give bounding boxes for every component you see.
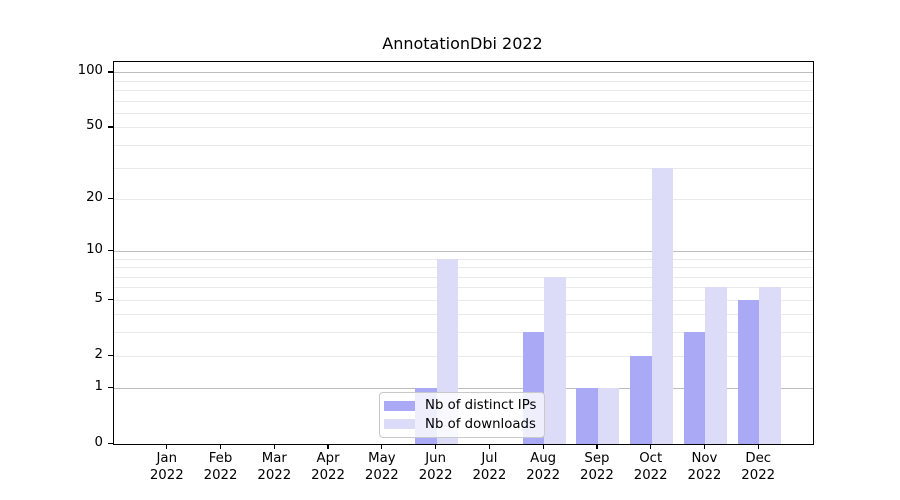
x-tick-label-jul: Jul 2022 — [472, 451, 507, 483]
y-tick-label-1: 1 — [94, 379, 103, 395]
gridline-minor-70 — [114, 100, 813, 102]
gridline-minor-80 — [114, 90, 813, 92]
legend-item-downloads: Nb of downloads — [384, 417, 538, 432]
y-tick-20 — [108, 197, 113, 200]
y-tick-label-100: 100 — [77, 63, 103, 79]
x-tick-may — [381, 444, 383, 449]
legend-item-distinct-ips: Nb of distinct IPs — [384, 398, 538, 413]
x-tick-oct — [650, 444, 652, 449]
gridline-minor-8 — [114, 267, 813, 269]
gridline-minor-4 — [114, 314, 813, 316]
x-tick-label-nov: Nov 2022 — [687, 451, 722, 483]
legend: Nb of distinct IPs Nb of downloads — [379, 392, 545, 438]
gridline-minor-9 — [114, 258, 813, 260]
x-tick-aug — [542, 444, 544, 449]
y-tick-label-10: 10 — [86, 241, 103, 257]
x-tick-label-feb: Feb 2022 — [203, 451, 238, 483]
x-tick-jun — [435, 444, 437, 449]
x-tick-label-mar: Mar 2022 — [257, 451, 292, 483]
bar-distinct-ips-nov — [683, 332, 706, 444]
chart-title: AnnotationDbi 2022 — [382, 34, 543, 53]
y-tick-10 — [108, 249, 113, 252]
y-tick-label-5: 5 — [94, 290, 103, 306]
gridline-minor-6 — [114, 287, 813, 289]
x-tick-nov — [703, 444, 706, 449]
y-tick-50 — [108, 126, 113, 128]
gridline-minor-5 — [114, 299, 813, 301]
y-tick-label-0: 0 — [94, 435, 103, 450]
gridline-minor-2 — [114, 355, 813, 357]
gridline-major-100 — [114, 72, 813, 74]
y-tick-5 — [108, 298, 113, 300]
x-tick-label-jan: Jan 2022 — [149, 451, 184, 483]
bar-downloads-aug — [544, 276, 566, 444]
x-tick-label-may: May 2022 — [364, 451, 399, 483]
y-tick-label-20: 20 — [86, 189, 103, 205]
x-tick-label-sep: Sep 2022 — [580, 451, 614, 483]
plot-area: Nb of distinct IPs Nb of downloads — [113, 61, 814, 445]
x-tick-jul — [488, 444, 490, 449]
gridline-minor-40 — [114, 145, 813, 147]
gridline-minor-3 — [114, 332, 813, 334]
x-tick-feb — [219, 444, 222, 449]
x-tick-label-oct: Oct 2022 — [633, 451, 668, 483]
x-tick-sep — [596, 444, 598, 449]
x-tick-apr — [327, 444, 329, 449]
y-tick-label-50: 50 — [86, 118, 103, 134]
bar-distinct-ips-dec — [737, 299, 760, 444]
x-tick-mar — [273, 444, 275, 449]
legend-label-distinct-ips: Nb of distinct IPs — [425, 398, 537, 414]
gridline-minor-30 — [114, 167, 813, 169]
y-tick-label-2: 2 — [94, 346, 103, 362]
gridline-major-1 — [114, 388, 813, 390]
legend-swatch-distinct-ips — [384, 400, 415, 411]
x-tick-label-dec: Dec 2022 — [741, 451, 776, 483]
legend-label-downloads: Nb of downloads — [425, 416, 536, 432]
gridline-minor-90 — [114, 80, 813, 82]
gridline-minor-20 — [114, 198, 813, 200]
x-tick-label-apr: Apr 2022 — [311, 451, 345, 483]
legend-swatch-downloads — [384, 419, 415, 430]
gridline-minor-50 — [114, 127, 813, 129]
x-tick-jan — [166, 444, 168, 449]
y-tick-100 — [108, 71, 113, 73]
x-tick-label-jun: Jun 2022 — [418, 451, 453, 483]
y-tick-0 — [108, 443, 113, 445]
bar-distinct-ips-oct — [630, 355, 652, 444]
y-tick-1 — [108, 387, 113, 389]
bar-downloads-nov — [705, 287, 727, 444]
bar-downloads-sep — [597, 388, 620, 444]
gridline-minor-60 — [114, 113, 813, 115]
bar-downloads-dec — [759, 287, 781, 444]
bar-distinct-ips-sep — [576, 388, 598, 444]
gridline-major-10 — [114, 250, 813, 252]
gridline-minor-7 — [114, 276, 813, 278]
y-tick-2 — [108, 354, 113, 356]
bar-downloads-oct — [651, 167, 674, 444]
x-tick-dec — [757, 444, 759, 449]
x-tick-label-aug: Aug 2022 — [526, 451, 561, 483]
